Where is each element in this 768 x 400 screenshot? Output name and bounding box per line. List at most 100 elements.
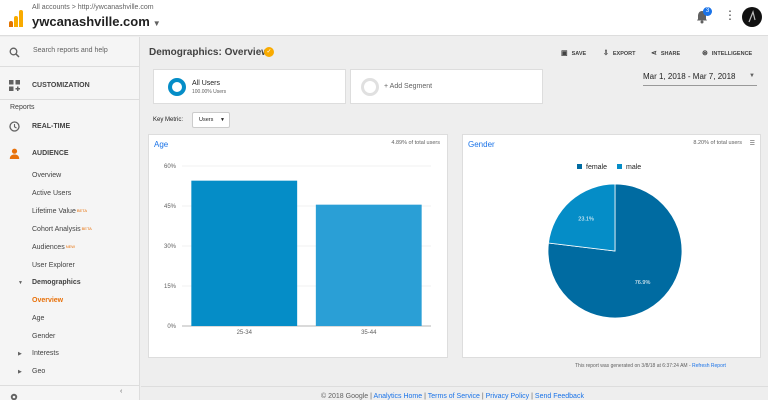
- page-title: Demographics: Overview: [149, 47, 270, 58]
- footer-link-privacy[interactable]: Privacy Policy: [485, 393, 530, 400]
- segment-all-users[interactable]: All Users 100.00% Users: [153, 69, 346, 104]
- intelligence-button[interactable]: ⊛ INTELLIGENCE: [702, 49, 752, 57]
- sidebar-item-interests[interactable]: Interests: [32, 350, 59, 357]
- breadcrumb-all-accounts[interactable]: All accounts: [32, 4, 70, 11]
- pie-slice: [548, 183, 616, 252]
- segment-name: All Users: [192, 80, 221, 87]
- gender-panel-title[interactable]: Gender: [468, 140, 495, 149]
- y-tick-label: 30%: [164, 244, 177, 250]
- empty-segment-ring-icon: [361, 78, 379, 96]
- age-total-users: 4.89% of total users: [391, 140, 440, 146]
- legend-label: female: [586, 164, 607, 171]
- export-button[interactable]: ⇩ EXPORT: [603, 49, 636, 57]
- panel-menu-icon[interactable]: ☰: [749, 141, 755, 147]
- analytics-logo-icon[interactable]: [9, 9, 23, 27]
- footer-link-feedback[interactable]: Send Feedback: [534, 393, 584, 400]
- sidebar-item-label: Cohort Analysis: [32, 226, 81, 233]
- collapsed-triangle-icon[interactable]: ▶: [18, 351, 22, 357]
- sidebar-item-audiences[interactable]: AudiencesNEW: [32, 244, 75, 251]
- breadcrumb[interactable]: All accounts > http://ywcanashville.com: [32, 4, 154, 11]
- date-range-picker[interactable]: Mar 1, 2018 - Mar 7, 2018 ▼: [643, 72, 757, 86]
- date-range-value: Mar 1, 2018 - Mar 7, 2018: [643, 72, 736, 81]
- age-bar-chart: 0% 15% 30% 45% 60% 25-34 35-44: [164, 164, 431, 336]
- top-bar: All accounts > http://ywcanashville.com …: [0, 0, 768, 36]
- footer-link-terms[interactable]: Terms of Service: [427, 393, 480, 400]
- sidebar-item-user-explorer[interactable]: User Explorer: [32, 262, 75, 269]
- age-panel-title[interactable]: Age: [154, 140, 169, 149]
- gear-icon[interactable]: [9, 389, 19, 400]
- caret-down-icon: ▼: [220, 117, 225, 123]
- add-segment-label: + Add Segment: [384, 83, 433, 90]
- sidebar-search[interactable]: Search reports and help: [0, 37, 140, 67]
- gender-panel: Gender 8.20% of total users ☰ female male…: [462, 134, 761, 358]
- sidebar-item-cohort-analysis[interactable]: Cohort AnalysisBETA: [32, 226, 92, 233]
- avatar[interactable]: [742, 7, 762, 27]
- bar: [191, 180, 298, 326]
- breadcrumb-separator: >: [71, 4, 76, 11]
- collapse-chevron-icon[interactable]: ‹: [120, 388, 123, 395]
- export-label: EXPORT: [612, 51, 636, 57]
- pie-slice: [547, 183, 683, 319]
- age-panel: Age 4.89% of total users 0% 15% 30% 45% 60% 2…: [148, 134, 448, 358]
- expanded-triangle-icon[interactable]: ▼: [18, 280, 23, 286]
- sidebar-item-label: Overview: [32, 172, 62, 179]
- legend-label: male: [626, 164, 641, 171]
- export-icon: ⇩: [603, 50, 609, 57]
- footer: © 2018 Google | Analytics Home | Terms o…: [141, 386, 768, 400]
- y-tick-label: 60%: [164, 164, 177, 170]
- gender-pie-chart: female male 76.9% 23.1%: [547, 164, 683, 319]
- sidebar-bottom-bar: ‹: [0, 385, 140, 400]
- sidebar-item-label: User Explorer: [32, 262, 75, 269]
- segment-ring-icon: [168, 78, 186, 96]
- intelligence-icon: ⊛: [702, 50, 708, 57]
- clock-icon: [9, 121, 20, 134]
- person-icon: [9, 148, 20, 161]
- sidebar-divider: [0, 99, 140, 100]
- key-metric-label: Key Metric:: [153, 117, 184, 123]
- footer-link-analytics-home[interactable]: Analytics Home: [373, 393, 423, 400]
- collapsed-triangle-icon[interactable]: ▶: [18, 369, 22, 375]
- beta-badge: BETA: [76, 208, 87, 213]
- gender-total-users: 8.20% of total users: [693, 140, 742, 146]
- sidebar-item-demographics[interactable]: Demographics: [32, 279, 81, 286]
- sidebar-item-overview[interactable]: Overview: [32, 172, 61, 179]
- notifications-bell-icon[interactable]: 3: [696, 7, 712, 24]
- share-button[interactable]: ⋖ SHARE: [651, 49, 680, 57]
- sidebar-item-demographics-overview[interactable]: Overview: [32, 297, 64, 304]
- search-input[interactable]: Search reports and help: [33, 47, 108, 54]
- segment-percent: 100.00% Users: [192, 89, 227, 95]
- y-tick-label: 15%: [164, 284, 177, 290]
- key-metric-value: Users: [199, 117, 214, 123]
- x-tick-label: 25-34: [237, 330, 253, 336]
- property-selector[interactable]: ywcanashville.com ▼: [32, 14, 161, 29]
- sidebar-item-label: CUSTOMIZATION: [32, 82, 90, 89]
- sidebar: Search reports and help CUSTOMIZATION Re…: [0, 37, 140, 400]
- caret-down-icon: ▼: [749, 73, 755, 79]
- add-segment-button[interactable]: + Add Segment: [350, 69, 543, 104]
- dashboard-grid-icon: [9, 80, 20, 93]
- sidebar-item-gender[interactable]: Gender: [32, 333, 56, 340]
- sidebar-item-age[interactable]: Age: [32, 315, 45, 322]
- key-metric-select[interactable]: Users ▼: [192, 112, 230, 128]
- caret-down-icon: ▼: [152, 19, 161, 28]
- sidebar-item-lifetime-value[interactable]: Lifetime ValueBETA: [32, 208, 87, 215]
- sidebar-item-label: Active Users: [32, 190, 72, 197]
- save-icon: ▣: [561, 50, 568, 57]
- reports-label: Reports: [10, 104, 35, 111]
- pie-value-label: 23.1%: [578, 216, 594, 222]
- save-button[interactable]: ▣ SAVE: [561, 49, 586, 57]
- notification-count-badge: 3: [703, 7, 712, 16]
- verified-check-icon: ✓: [264, 47, 274, 57]
- more-options-icon[interactable]: ⋮: [724, 8, 736, 22]
- sidebar-item-label: Lifetime Value: [32, 208, 76, 215]
- legend-swatch: [617, 164, 622, 169]
- copyright: © 2018 Google: [321, 393, 369, 400]
- share-icon: ⋖: [651, 50, 657, 57]
- refresh-report-link[interactable]: Refresh Report: [692, 363, 726, 369]
- bar: [315, 204, 422, 326]
- breadcrumb-site[interactable]: http://ywcanashville.com: [77, 4, 154, 11]
- sidebar-item-label: Audiences: [32, 244, 65, 251]
- sidebar-item-geo[interactable]: Geo: [32, 368, 46, 375]
- report-header: Demographics: Overview ✓ ▣ SAVE ⇩ EXPORT ⋖…: [141, 37, 768, 67]
- sidebar-item-active-users[interactable]: Active Users: [32, 190, 71, 197]
